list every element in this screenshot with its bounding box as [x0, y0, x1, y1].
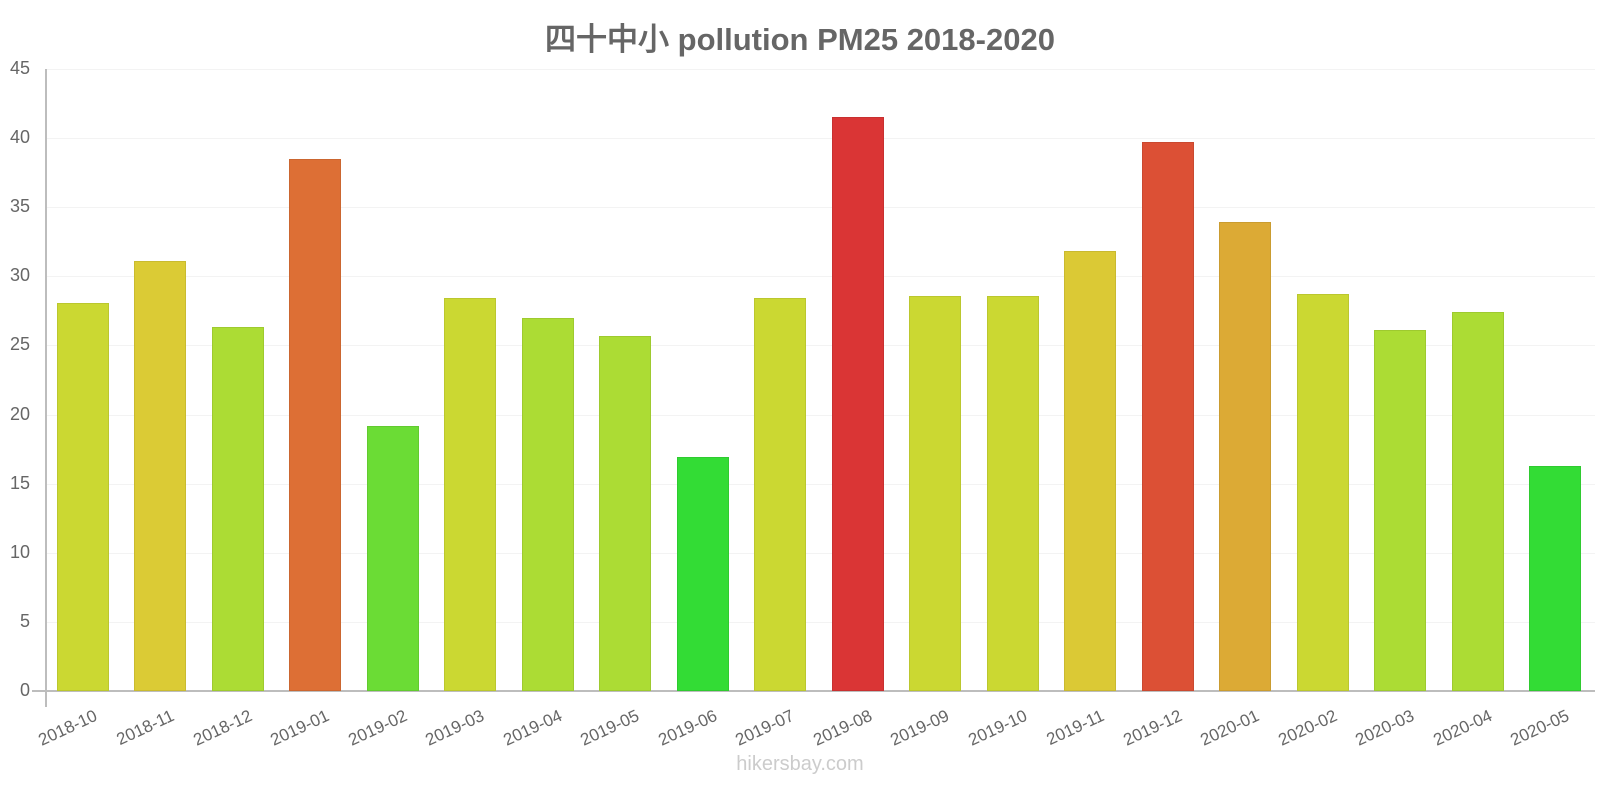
plot-area [45, 69, 1595, 691]
bar-2019-03[interactable] [444, 298, 497, 691]
y-tick-label: 0 [19, 680, 30, 700]
bar-2019-07[interactable] [754, 298, 807, 691]
gridline [45, 276, 1595, 278]
bar-2019-12[interactable] [1141, 142, 1194, 691]
y-tick-label: 5 [19, 610, 30, 631]
chart-title: 四十中小 pollution PM25 2018-2020 [545, 22, 1055, 57]
bar-2020-04[interactable] [1451, 312, 1504, 691]
watermark-source: hikersbay.com [736, 753, 864, 775]
bar-2018-11[interactable] [134, 261, 187, 691]
bar-2019-02[interactable] [366, 425, 419, 691]
bar-2019-10[interactable] [986, 295, 1039, 691]
y-tick-label: 35 [9, 196, 30, 217]
bar-2018-10[interactable] [56, 302, 109, 691]
bar-2019-11[interactable] [1064, 251, 1117, 691]
y-tick-label: 20 [9, 403, 30, 424]
bar-2020-02[interactable] [1296, 294, 1349, 691]
gridline [45, 414, 1595, 416]
bar-2018-12[interactable] [211, 327, 264, 691]
gridline [45, 345, 1595, 347]
gridline [45, 69, 1595, 70]
y-tick-label: 30 [9, 265, 30, 286]
y-tick-label: 40 [9, 127, 30, 148]
gridline [45, 621, 1595, 623]
y-axis-line [45, 69, 47, 707]
bar-2019-08[interactable] [831, 117, 884, 691]
y-tick-label: 25 [9, 334, 30, 355]
bar-2019-04[interactable] [521, 317, 574, 691]
bar-2019-06[interactable] [676, 457, 729, 691]
bar-2019-05[interactable] [599, 335, 652, 691]
bar-2020-01[interactable] [1219, 222, 1272, 691]
bar-2019-09[interactable] [909, 295, 962, 691]
bar-2020-05[interactable] [1529, 465, 1582, 691]
bar-2019-01[interactable] [289, 158, 342, 691]
gridline [45, 483, 1595, 485]
y-tick-label: 45 [9, 58, 30, 78]
gridline [45, 138, 1595, 140]
y-tick-label: 15 [9, 472, 30, 493]
y-tick-label: 10 [9, 541, 30, 562]
bar-2020-03[interactable] [1374, 330, 1427, 691]
gridline [45, 207, 1595, 209]
gridline [45, 552, 1595, 554]
x-axis-line [32, 690, 1595, 692]
